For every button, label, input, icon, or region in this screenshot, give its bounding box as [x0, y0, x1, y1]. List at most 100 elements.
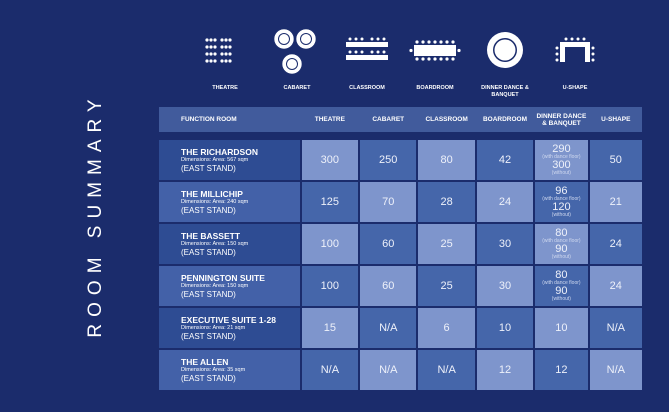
room-cell: THE MILLICHIP Dimensions: Area: 240 sqm … — [159, 182, 300, 222]
cabaret-value: N/A — [360, 350, 417, 390]
ushape-value: 24 — [589, 224, 643, 264]
cabaret-value: 60 — [360, 224, 417, 264]
ushape-value: N/A — [589, 308, 643, 348]
dinner-with-value: 80 — [555, 269, 568, 281]
header-theatre: THEATRE — [314, 116, 345, 123]
dinner-without-value: 90 — [555, 243, 568, 255]
classroom-value: N/A — [418, 350, 475, 390]
ushape-label: U-SHAPE — [562, 85, 588, 91]
boardroom-value: 42 — [476, 140, 534, 180]
table-row: THE RICHARDSON Dimensions: Area: 567 sqm… — [159, 140, 643, 180]
boardroom-layout-icon: BOARDROOM — [400, 22, 470, 102]
room-dimensions: Dimensions: Area: 35 sqm — [181, 367, 246, 373]
ushape-value: 50 — [589, 140, 643, 180]
theatre-layout-icon: THEATRE — [190, 22, 260, 102]
room-cell: THE ALLEN Dimensions: Area: 35 sqm (EAST… — [159, 350, 300, 390]
cabaret-value: 70 — [360, 182, 417, 222]
dinner-without-note: (without) — [551, 212, 571, 218]
ushape-value: 21 — [589, 182, 643, 222]
table-row: PENNINGTON SUITE Dimensions: Area: 150 s… — [159, 266, 643, 306]
dinner-value: 80 (with dance floor) 90 (without) — [535, 224, 588, 264]
dinner-with-value: 290 — [552, 143, 571, 155]
header-ushape: U-SHAPE — [601, 116, 631, 123]
header-boardroom: BOARDROOM — [482, 116, 528, 123]
dinner-without-value: 90 — [555, 285, 568, 297]
room-cell: EXECUTIVE SUITE 1-28 Dimensions: Area: 2… — [159, 308, 300, 348]
room-summary-table: FUNCTION ROOM THEATRE CABARET CLASSROOM … — [159, 107, 643, 390]
dinner-with-value: 80 — [555, 227, 568, 239]
dinner-with-value: 96 — [555, 185, 568, 197]
cabaret-value: 250 — [360, 140, 417, 180]
cabaret-layout-icon: CABARET — [262, 22, 332, 102]
room-dimensions: Dimensions: Area: 150 sqm — [181, 241, 249, 247]
header-cabaret: CABARET — [372, 116, 405, 123]
dinner-without-note: (without) — [551, 170, 571, 176]
ushape-value: N/A — [589, 350, 643, 390]
dinner-with-note: (with dance floor) — [542, 154, 581, 160]
room-name: THE ALLEN — [181, 357, 229, 367]
room-name: THE RICHARDSON — [181, 147, 258, 157]
boardroom-value: 10 — [476, 308, 534, 348]
theatre-value: 15 — [301, 308, 359, 348]
room-dimensions: Dimensions: Area: 240 sqm — [181, 199, 249, 205]
classroom-label: CLASSROOM — [349, 85, 385, 91]
table-row: EXECUTIVE SUITE 1-28 Dimensions: Area: 2… — [159, 308, 643, 348]
dinner-with-note: (with dance floor) — [542, 280, 581, 286]
classroom-value: 6 — [418, 308, 475, 348]
table-row: THE ALLEN Dimensions: Area: 35 sqm (EAST… — [159, 350, 643, 390]
dinner-value: 80 (with dance floor) 90 (without) — [535, 266, 588, 306]
dinner-value: 12 — [535, 350, 588, 390]
room-dimensions: Dimensions: Area: 21 sqm — [181, 325, 246, 331]
dinner-with-note: (with dance floor) — [542, 196, 581, 202]
room-stand: (EAST STAND) — [181, 205, 236, 215]
theatre-value: 100 — [301, 266, 359, 306]
room-name: PENNINGTON SUITE — [181, 273, 265, 283]
room-stand: (EAST STAND) — [181, 373, 236, 383]
cabaret-value: 60 — [360, 266, 417, 306]
room-name: THE BASSETT — [181, 231, 241, 241]
room-name: EXECUTIVE SUITE 1-28 — [181, 315, 276, 325]
room-stand: (EAST STAND) — [181, 289, 236, 299]
table-header: FUNCTION ROOM THEATRE CABARET CLASSROOM … — [159, 107, 642, 132]
theatre-value: 100 — [301, 224, 359, 264]
layout-icons: THEATRE CABARET CLASSROOM — [190, 22, 610, 102]
header-classroom: CLASSROOM — [425, 116, 468, 123]
classroom-value: 28 — [418, 182, 475, 222]
boardroom-value: 30 — [476, 266, 534, 306]
room-cell: THE BASSETT Dimensions: Area: 150 sqm (E… — [159, 224, 300, 264]
dinner-without-value: 120 — [552, 201, 571, 213]
header-dinner: DINNER DANCE & BANQUET — [536, 112, 587, 127]
dinner-value: 10 — [535, 308, 588, 348]
room-stand: (EAST STAND) — [181, 163, 236, 173]
room-dimensions: Dimensions: Area: 567 sqm — [181, 157, 249, 163]
dinner-label: DINNER DANCE & BANQUET — [481, 85, 529, 98]
dinner-without-note: (without) — [551, 296, 571, 302]
table-row: THE MILLICHIP Dimensions: Area: 240 sqm … — [159, 182, 643, 222]
ushape-value: 24 — [589, 266, 643, 306]
dinner-layout-icon: DINNER DANCE & BANQUET — [470, 22, 540, 102]
boardroom-value: 24 — [476, 182, 534, 222]
theatre-value: 300 — [301, 140, 359, 180]
theatre-value: 125 — [301, 182, 359, 222]
classroom-value: 80 — [418, 140, 475, 180]
dinner-without-value: 300 — [552, 159, 571, 171]
room-stand: (EAST STAND) — [181, 247, 236, 257]
header-function-room: FUNCTION ROOM — [181, 116, 237, 123]
boardroom-label: BOARDROOM — [416, 85, 454, 91]
room-dimensions: Dimensions: Area: 150 sqm — [181, 283, 249, 289]
boardroom-value: 12 — [476, 350, 534, 390]
classroom-value: 25 — [418, 224, 475, 264]
dinner-value: 96 (with dance floor) 120 (without) — [535, 182, 588, 222]
room-cell: THE RICHARDSON Dimensions: Area: 567 sqm… — [159, 140, 300, 180]
boardroom-value: 30 — [476, 224, 534, 264]
dinner-without-note: (without) — [551, 254, 571, 260]
room-name: THE MILLICHIP — [181, 189, 243, 199]
theatre-value: N/A — [301, 350, 359, 390]
table-row: THE BASSETT Dimensions: Area: 150 sqm (E… — [159, 224, 643, 264]
ushape-layout-icon: U-SHAPE — [540, 22, 610, 102]
dinner-with-note: (with dance floor) — [542, 238, 581, 244]
page-title: ROOM SUMMARY — [85, 92, 106, 338]
classroom-layout-icon: CLASSROOM — [332, 22, 402, 102]
dinner-value: 290 (with dance floor) 300 (without) — [535, 140, 588, 180]
room-stand: (EAST STAND) — [181, 331, 236, 341]
